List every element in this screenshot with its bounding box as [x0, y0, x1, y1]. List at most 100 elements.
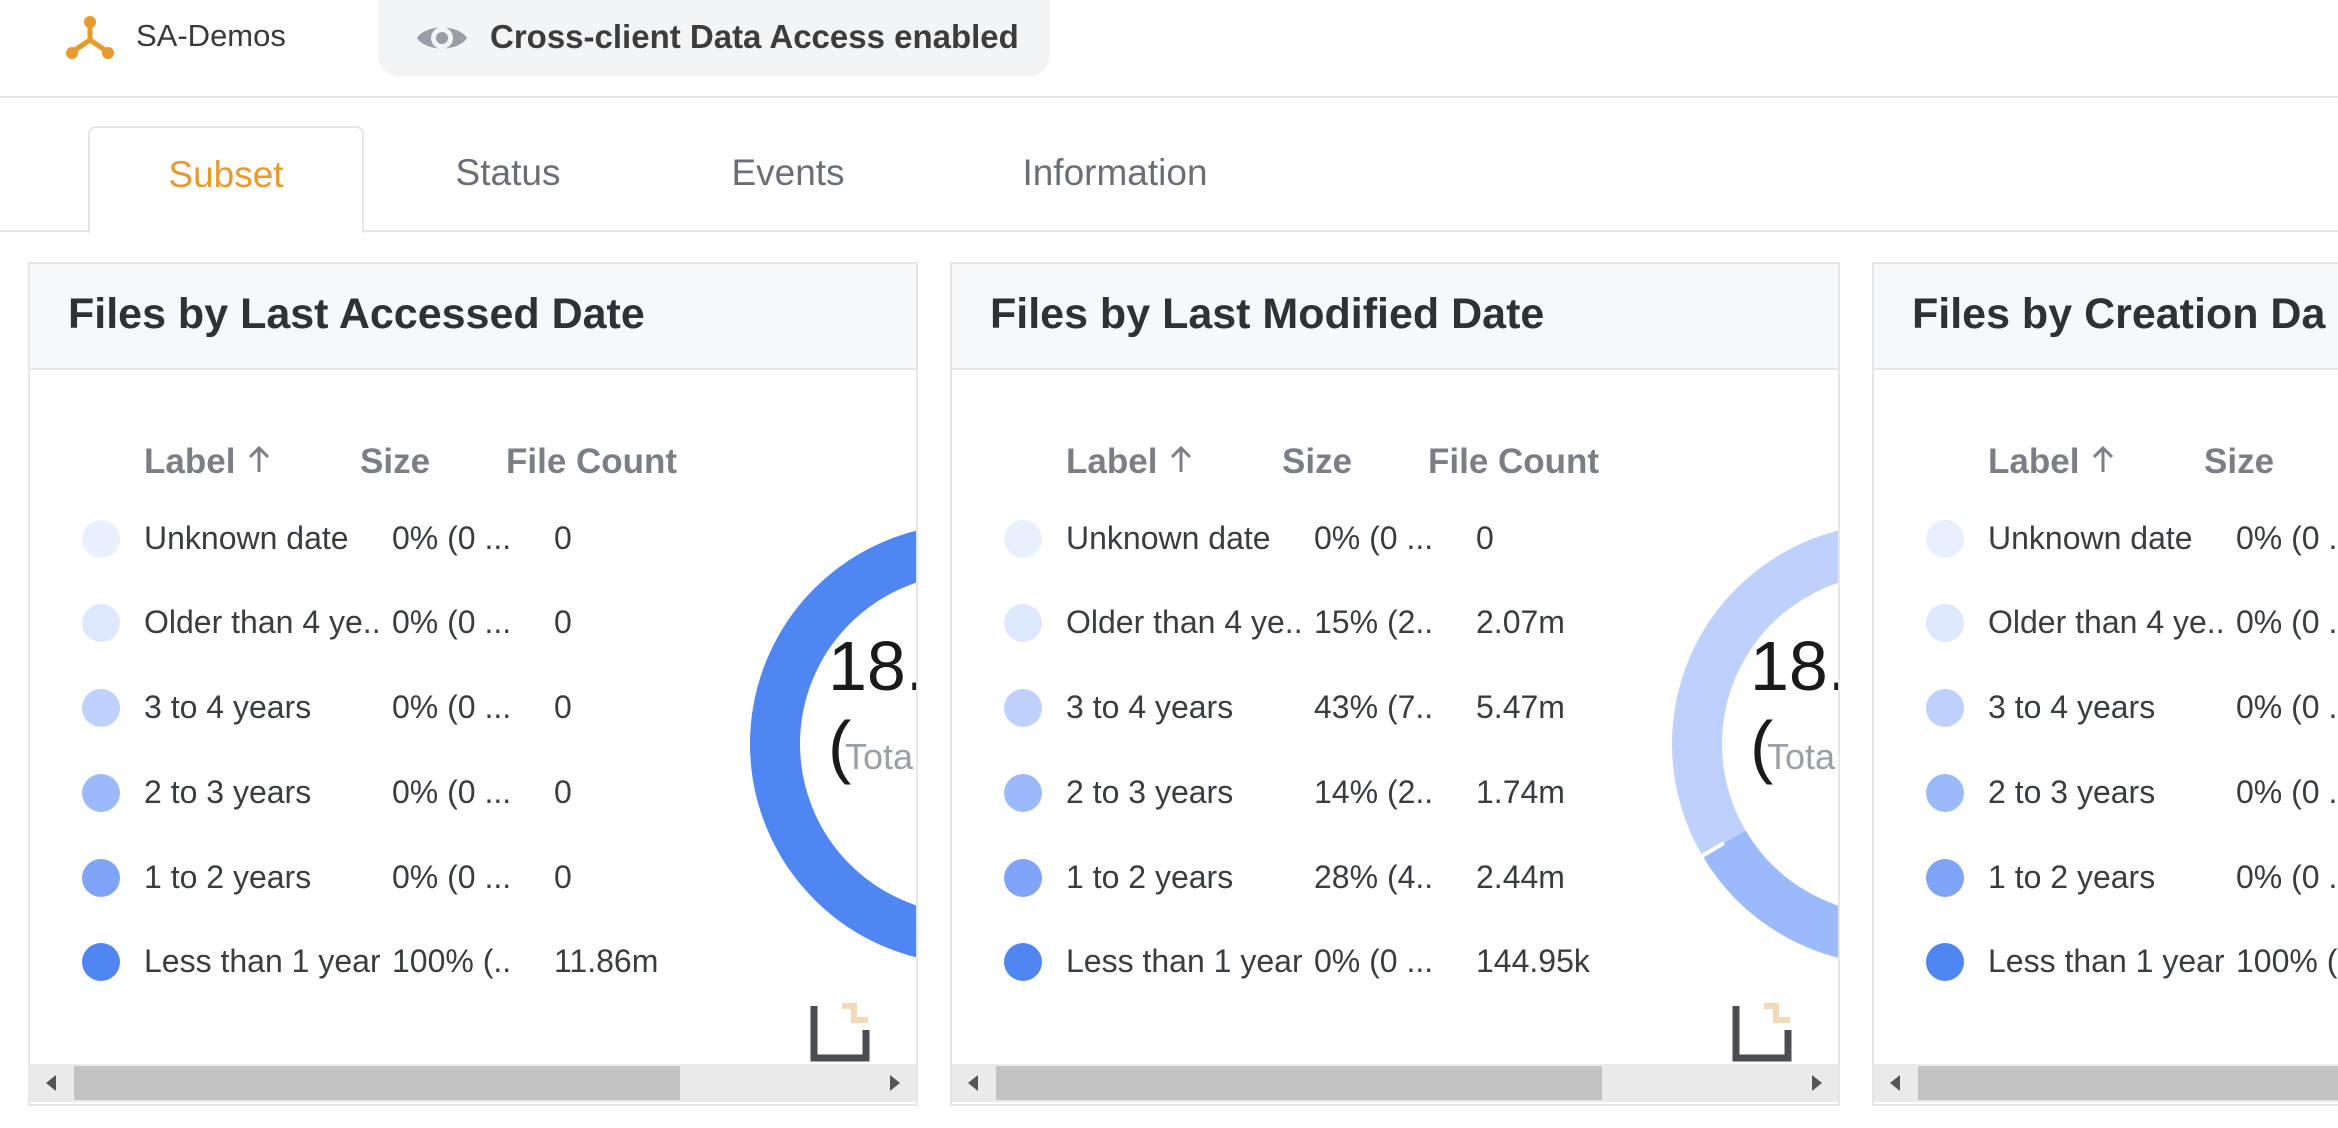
tab-events-label: Events	[731, 152, 845, 193]
scroll-right-arrow-icon[interactable]	[1812, 1075, 1822, 1091]
sort-ascending-icon[interactable]	[246, 444, 272, 474]
row-count: 0	[1476, 520, 1494, 556]
sort-ascending-icon[interactable]	[1168, 444, 1194, 474]
row-size: 0% (0 ...	[392, 689, 512, 725]
tab-status[interactable]: Status	[410, 126, 606, 230]
legend-row[interactable]: Less than 1 year 0% (0 ... 144.95k	[952, 933, 1652, 993]
donut-total-label: Tota	[1767, 736, 1836, 777]
row-count: 0	[554, 520, 572, 556]
legend-row[interactable]: Older than 4 ye... 15% (2... 2.07m	[952, 594, 1652, 654]
legend-swatch	[1004, 859, 1042, 897]
column-header-file-count[interactable]: File Count	[1428, 442, 1600, 481]
legend-row[interactable]: Unknown date 0% (0 ...	[1874, 510, 2338, 570]
row-label: Unknown date	[1066, 520, 1271, 556]
panel-title: Files by Last Accessed Date	[68, 290, 645, 338]
scroll-left-arrow-icon[interactable]	[46, 1075, 56, 1091]
row-size: 28% (4...	[1314, 859, 1436, 895]
resize-handle-icon[interactable]	[1730, 1000, 1796, 1066]
scroll-right-arrow-icon[interactable]	[890, 1075, 900, 1091]
legend-row[interactable]: Unknown date 0% (0 ... 0	[30, 510, 730, 570]
brand-logo-icon	[66, 16, 114, 59]
panel-creation-date: Files by Creation Da Label Size Unknown …	[1872, 262, 2338, 1106]
panel-last-modified: Files by Last Modified Date Label Size F…	[950, 262, 1840, 1106]
donut-segment-2-to-3-years	[1702, 829, 1838, 958]
legend-row[interactable]: 1 to 2 years 28% (4... 2.44m	[952, 849, 1652, 909]
scroll-left-arrow-icon[interactable]	[968, 1075, 978, 1091]
row-size: 0% (0 ...	[2236, 859, 2338, 895]
legend-row[interactable]: 2 to 3 years 14% (2... 1.74m	[952, 764, 1652, 824]
legend-swatch	[82, 604, 120, 642]
tab-status-label: Status	[455, 152, 561, 193]
brand-label[interactable]: SA-Demos	[136, 18, 286, 53]
row-count: 2.44m	[1476, 859, 1565, 895]
legend-row[interactable]: 1 to 2 years 0% (0 ... 0	[30, 849, 730, 909]
legend-swatch	[1004, 689, 1042, 727]
row-label: 3 to 4 years	[144, 689, 312, 725]
legend-swatch	[1004, 943, 1042, 981]
legend-row[interactable]: 3 to 4 years 0% (0 ...	[1874, 679, 2338, 739]
legend-swatch	[1926, 859, 1964, 897]
tab-subset[interactable]: Subset	[88, 126, 364, 234]
legend-swatch	[1926, 520, 1964, 558]
legend-row[interactable]: Older than 4 ye... 0% (0 ... 0	[30, 594, 730, 654]
column-header-size[interactable]: Size	[2204, 442, 2275, 481]
tab-events[interactable]: Events	[690, 126, 886, 230]
horizontal-scrollbar[interactable]	[1874, 1064, 2338, 1102]
panel-title: Files by Last Modified Date	[990, 290, 1545, 338]
scrollbar-thumb[interactable]	[74, 1066, 680, 1100]
tab-information[interactable]: Information	[970, 126, 1260, 230]
legend-swatch	[1004, 604, 1042, 642]
row-size: 0% (0 ...	[1314, 520, 1434, 556]
row-label: 1 to 2 years	[144, 859, 312, 895]
legend-swatch	[1926, 943, 1964, 981]
row-label: 3 to 4 years	[1988, 689, 2156, 725]
resize-handle-icon[interactable]	[808, 1000, 874, 1066]
column-header-label[interactable]: Label	[1066, 442, 1158, 481]
row-count: 0	[554, 604, 572, 640]
row-count: 144.95k	[1476, 943, 1590, 979]
row-count: 0	[554, 774, 572, 810]
column-header-size[interactable]: Size	[360, 442, 431, 481]
legend-swatch	[1004, 774, 1042, 812]
row-size: 0% (0 ...	[2236, 774, 2338, 810]
donut-chart[interactable]	[720, 494, 918, 994]
row-label: Unknown date	[144, 520, 349, 556]
row-count: 5.47m	[1476, 689, 1565, 725]
tab-subset-label: Subset	[168, 154, 284, 195]
legend-row[interactable]: Less than 1 year 100% (...	[1874, 933, 2338, 993]
legend-row[interactable]: 1 to 2 years 0% (0 ...	[1874, 849, 2338, 909]
legend-row[interactable]: Unknown date 0% (0 ... 0	[952, 510, 1652, 570]
row-label: 2 to 3 years	[1988, 774, 2156, 810]
horizontal-scrollbar[interactable]	[30, 1064, 916, 1102]
column-header-label[interactable]: Label	[1988, 442, 2080, 481]
column-header-label[interactable]: Label	[144, 442, 236, 481]
panel-header: Files by Creation Da	[1874, 264, 2338, 370]
legend-swatch	[82, 943, 120, 981]
legend-row[interactable]: 2 to 3 years 0% (0 ... 0	[30, 764, 730, 824]
row-label: 1 to 2 years	[1988, 859, 2156, 895]
row-label: Older than 4 ye...	[144, 604, 380, 640]
legend-swatch	[1926, 689, 1964, 727]
legend-row[interactable]: Older than 4 ye... 0% (0 ...	[1874, 594, 2338, 654]
legend-row[interactable]: 3 to 4 years 0% (0 ... 0	[30, 679, 730, 739]
horizontal-scrollbar[interactable]	[952, 1064, 1838, 1102]
column-header-size[interactable]: Size	[1282, 442, 1353, 481]
sort-ascending-icon[interactable]	[2090, 444, 2116, 474]
panel-title: Files by Creation Da	[1912, 290, 2326, 338]
row-label: Less than 1 year	[144, 943, 380, 979]
row-label: Older than 4 ye...	[1988, 604, 2224, 640]
row-count: 11.86m	[554, 943, 659, 979]
legend-swatch	[1926, 774, 1964, 812]
scrollbar-thumb[interactable]	[996, 1066, 1602, 1100]
column-header-file-count[interactable]: File Count	[506, 442, 678, 481]
scrollbar-thumb[interactable]	[1918, 1066, 2338, 1100]
row-size: 0% (0 ...	[392, 859, 512, 895]
legend-row[interactable]: 3 to 4 years 43% (7... 5.47m	[952, 679, 1652, 739]
legend-row[interactable]: Less than 1 year 100% (... 11.86m	[30, 933, 730, 993]
row-size: 0% (0 ...	[2236, 689, 2338, 725]
cross-client-access-badge[interactable]: Cross-client Data Access enabled	[378, 0, 1050, 76]
scroll-left-arrow-icon[interactable]	[1890, 1075, 1900, 1091]
row-size: 0% (0 ...	[2236, 604, 2338, 640]
donut-chart[interactable]	[1642, 494, 1840, 994]
legend-row[interactable]: 2 to 3 years 0% (0 ...	[1874, 764, 2338, 824]
